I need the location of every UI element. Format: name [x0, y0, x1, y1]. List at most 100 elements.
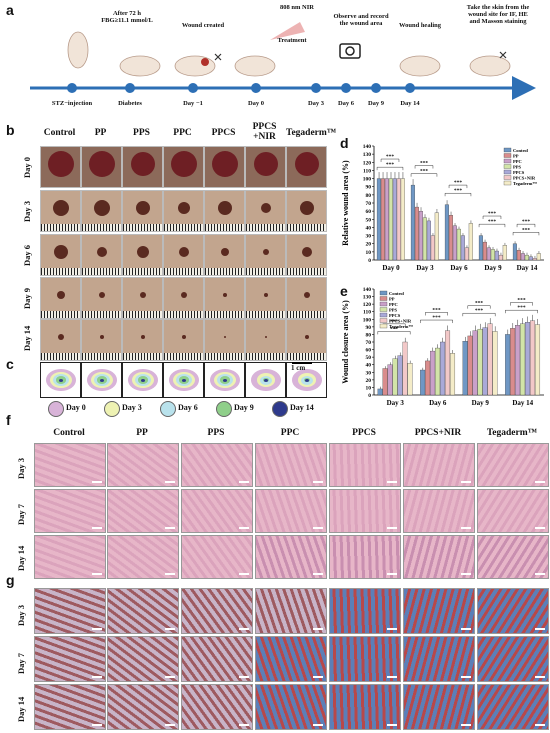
trace-legend-label: Day 14	[290, 403, 314, 412]
significance-label: ***	[390, 326, 399, 332]
histo-col-header: PPCS	[352, 428, 376, 438]
photo-ruler	[164, 268, 203, 275]
bar	[450, 353, 456, 396]
wound-trace-box	[163, 362, 204, 398]
significance-bracket	[377, 331, 411, 335]
significance-label: ***	[517, 298, 526, 304]
wound-spot	[135, 201, 150, 215]
histology-image	[477, 443, 549, 487]
bar	[388, 178, 393, 261]
bar	[502, 245, 507, 261]
photo-ruler	[287, 268, 326, 275]
wound-spot	[136, 246, 149, 258]
histo-row-label: Day 7	[16, 503, 26, 525]
wound-photo	[204, 146, 245, 188]
scale-bar	[165, 724, 175, 726]
wound-spot	[222, 293, 227, 297]
histo-col-header: PP	[136, 428, 148, 438]
x-tick-label: Day 6	[450, 264, 468, 272]
trace-legend-label: Day 6	[178, 403, 198, 412]
wound-icon	[201, 58, 209, 66]
mouse-icon	[469, 55, 511, 77]
photo-col-header: PPS	[133, 128, 150, 138]
wound-photo	[286, 190, 327, 232]
wound-photo	[163, 190, 204, 232]
histology-image	[477, 684, 549, 730]
y-tick-label: 110	[363, 310, 371, 316]
timeline-day-label: Diabetes	[118, 100, 142, 107]
histology-image	[255, 684, 327, 730]
trace-legend-label: Day 9	[234, 403, 254, 412]
significance-bracket	[467, 305, 491, 309]
bar	[434, 212, 439, 261]
timeline-day-label: Day 0	[247, 100, 265, 107]
wound-spot	[303, 292, 310, 298]
photo-ruler	[82, 224, 121, 231]
y-tick-label: 0	[368, 258, 371, 264]
significance-bracket	[444, 193, 472, 197]
bar	[467, 335, 473, 396]
wound-spot	[57, 334, 64, 340]
bar	[420, 369, 426, 396]
photo-col-header: PPC	[173, 128, 192, 138]
legend-swatch	[379, 318, 388, 323]
y-tick-label: 130	[363, 152, 372, 158]
bar	[494, 250, 499, 261]
wound-trace-ring	[263, 378, 268, 382]
y-tick-label: 20	[366, 242, 372, 248]
y-tick-label: 50	[366, 355, 372, 361]
photo-ruler	[246, 353, 285, 360]
y-tick-label: 90	[366, 325, 372, 331]
scale-bar	[313, 724, 323, 726]
wound-trace-box	[204, 362, 245, 398]
x-tick-label: Day 9	[472, 399, 490, 407]
timeline-dot	[251, 83, 261, 93]
wound-photo	[122, 234, 163, 276]
legend-swatch	[503, 158, 512, 164]
scale-bar	[92, 676, 102, 678]
x-tick-label: Day 14	[517, 264, 538, 272]
histo-col-header: PPCS+NIR	[414, 428, 462, 438]
wound-spot	[93, 200, 110, 216]
wound-trace-box	[286, 362, 327, 398]
timeline-label-fbg: After 72 h FBG≥11.1 mmol/L	[101, 10, 153, 24]
significance-bracket	[478, 223, 506, 228]
significance-bracket	[505, 310, 538, 314]
significance-bracket	[482, 215, 502, 220]
scale-bar	[461, 573, 471, 575]
timeline-dot	[125, 83, 135, 93]
y-tick-label: 0	[368, 393, 371, 399]
histology-image	[329, 443, 401, 487]
scale-bar	[92, 481, 102, 483]
bar	[482, 241, 487, 261]
timeline-dot	[341, 83, 351, 93]
significance-bracket	[462, 313, 496, 317]
y-tick-label: 120	[363, 302, 372, 308]
y-tick-label: 70	[366, 340, 372, 346]
bar	[464, 247, 469, 261]
scale-bar	[535, 676, 545, 678]
photo-col-header: Tegaderm™	[286, 128, 337, 138]
y-tick-label: 140	[363, 144, 372, 150]
histo-row-label: Day 3	[16, 457, 26, 479]
scale-bar	[387, 527, 397, 529]
timeline-day-label: STZ−injection	[51, 100, 93, 107]
timeline-label-wound-created: Wound created	[181, 22, 225, 29]
histo-col-header: PPC	[280, 428, 300, 438]
y-tick-label: 140	[363, 287, 372, 293]
bar	[400, 178, 405, 261]
timeline-label-skin: Take the skin from the wound site for IF…	[466, 4, 530, 25]
timeline-dot	[67, 83, 77, 93]
wound-photo	[40, 234, 81, 276]
bar	[490, 249, 495, 261]
mouse-icon	[399, 55, 441, 77]
photo-col-header: PPCS +NIR	[252, 122, 277, 142]
histology-image	[403, 443, 475, 487]
wound-photo	[286, 277, 327, 319]
wound-photo	[40, 146, 81, 188]
scale-bar	[313, 573, 323, 575]
bar	[472, 330, 478, 396]
wound-photo	[245, 234, 286, 276]
